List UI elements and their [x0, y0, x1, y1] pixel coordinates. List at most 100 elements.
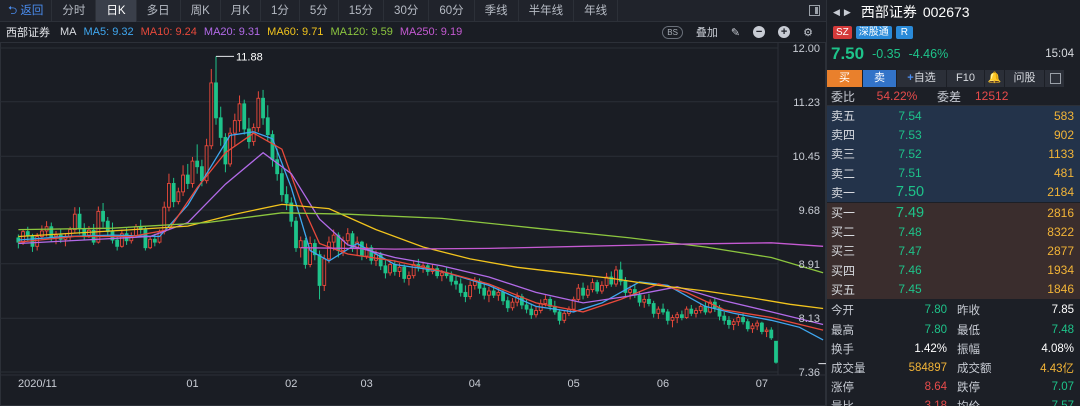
- candle-body: [54, 234, 58, 237]
- r-tag: R: [895, 25, 914, 39]
- ask-row[interactable]: 卖三 7.52 1133: [827, 144, 1080, 164]
- tab-year[interactable]: 年线: [574, 0, 619, 22]
- candle-body: [171, 183, 176, 203]
- candle-body: [769, 329, 774, 339]
- candle-body: [590, 282, 595, 291]
- tab-30min[interactable]: 30分: [384, 0, 430, 22]
- ask-level: 卖五: [831, 109, 856, 124]
- ask-volume: 2184: [1047, 185, 1074, 200]
- tab-half-year[interactable]: 半年线: [519, 0, 575, 22]
- candle-body: [759, 322, 764, 332]
- kline-chart[interactable]: 12.00 11.23 10.45 9.68 8.91 8.13 7.36 2020/11 0…: [0, 42, 826, 406]
- next-stock-icon[interactable]: ▶: [843, 6, 851, 17]
- tab-monthly-k[interactable]: 月K: [221, 0, 261, 22]
- candle-body: [684, 308, 689, 318]
- candle-body: [647, 298, 651, 305]
- candle-body: [614, 269, 618, 285]
- candle-body: [218, 117, 223, 138]
- ask-level: 卖三: [831, 147, 856, 162]
- tab-15min[interactable]: 15分: [339, 0, 385, 22]
- ask-price: 7.54: [898, 108, 922, 123]
- back-button[interactable]: ⮌ 返回: [0, 0, 53, 22]
- candle-body: [661, 308, 665, 313]
- gear-icon[interactable]: ⚙: [803, 26, 813, 39]
- stats-row: 成交量 584897 成交额 4.43亿: [827, 358, 1080, 377]
- bs-toggle-button[interactable]: BS: [662, 25, 683, 39]
- wei-cha-label: 委差: [937, 89, 962, 104]
- candle-body: [665, 311, 670, 321]
- bid-row[interactable]: 买一 7.49 2816: [827, 202, 1080, 223]
- candle-body: [698, 305, 703, 312]
- bid-row[interactable]: 买二 7.48 8322: [827, 222, 1080, 242]
- buy-button[interactable]: 买: [827, 70, 863, 87]
- bid-level: 买一: [831, 206, 856, 221]
- candle-body: [383, 265, 388, 274]
- candle-body: [689, 308, 694, 314]
- bid-volume: 2816: [1047, 205, 1074, 220]
- tab-quarter[interactable]: 季线: [475, 0, 519, 22]
- stat-value: 7.80: [924, 304, 947, 317]
- stats-row: 最高 7.80 最低 7.48: [827, 320, 1080, 339]
- candle-body: [232, 120, 237, 134]
- candle-body: [496, 291, 501, 296]
- x-tick-label: 01: [186, 378, 198, 390]
- tab-1min[interactable]: 1分: [261, 0, 300, 22]
- candle-body: [487, 290, 491, 296]
- candle-body: [25, 231, 30, 237]
- collapse-panel-icon[interactable]: [809, 5, 820, 16]
- tab-weekly-k[interactable]: 周K: [181, 0, 221, 22]
- bid-row[interactable]: 买三 7.47 2877: [827, 241, 1080, 261]
- stats-row: 今开 7.80 昨收 7.85: [827, 301, 1080, 320]
- overlay-button[interactable]: 叠加: [695, 27, 718, 39]
- pencil-icon[interactable]: ✎: [730, 26, 741, 39]
- tab-5min[interactable]: 5分: [300, 0, 339, 22]
- candle-body: [727, 319, 731, 325]
- candle-body: [656, 308, 661, 314]
- candle-body: [576, 287, 581, 300]
- candle-body: [190, 160, 195, 184]
- x-axis: 2020/11 01 02 03 04 05 06 07: [18, 378, 768, 390]
- ask-row[interactable]: 卖四 7.53 902: [827, 125, 1080, 145]
- ma60-value: MA60: 9.71: [267, 26, 324, 38]
- candle-body: [722, 315, 727, 321]
- bid-price: 7.45: [898, 282, 922, 297]
- zoom-in-icon[interactable]: +: [778, 26, 791, 38]
- stat-value: 7.57: [997, 400, 1074, 406]
- candle-body: [675, 314, 680, 318]
- candle-body: [599, 284, 604, 292]
- stat-label: 成交量: [831, 363, 866, 376]
- expand-icon[interactable]: [1045, 70, 1065, 87]
- candle-body: [214, 82, 218, 119]
- add-watchlist-button[interactable]: +自选: [897, 70, 947, 87]
- candle-body: [369, 247, 374, 261]
- ma5-value: MA5: 9.32: [83, 26, 134, 38]
- ask-stock-button[interactable]: 问股: [1005, 70, 1045, 87]
- candle-body: [322, 258, 327, 286]
- x-tick-label: 07: [756, 378, 768, 390]
- bid-row[interactable]: 买四 7.46 1934: [827, 260, 1080, 280]
- candle-body: [134, 226, 138, 237]
- ask-volume: 583: [1053, 108, 1074, 123]
- candle-body: [275, 159, 280, 175]
- ask-row[interactable]: 卖五 7.54 583: [827, 106, 1080, 126]
- ask-row[interactable]: 卖二 7.51 481: [827, 163, 1080, 183]
- candle-body: [261, 97, 265, 119]
- tab-multi-day[interactable]: 多日: [137, 0, 181, 22]
- ask-row[interactable]: 卖一 7.50 2184: [827, 182, 1080, 202]
- ask-price: 7.50: [895, 184, 925, 201]
- sell-button[interactable]: 卖: [863, 70, 897, 87]
- candle-body: [110, 231, 115, 241]
- tab-daily-k[interactable]: 日K: [96, 0, 137, 22]
- prev-stock-icon[interactable]: ◀: [833, 6, 840, 17]
- f10-button[interactable]: F10: [947, 70, 985, 87]
- tab-fenshi[interactable]: 分时: [52, 0, 97, 22]
- candles: [16, 56, 778, 364]
- y-tick-label: 10.45: [792, 151, 820, 163]
- candle-body: [284, 194, 289, 204]
- candle-body: [185, 174, 190, 184]
- alert-bell-icon[interactable]: 🔔: [985, 70, 1005, 87]
- tab-60min[interactable]: 60分: [429, 0, 475, 22]
- bid-volume: 8322: [1047, 224, 1074, 239]
- bid-row[interactable]: 买五 7.45 1846: [827, 279, 1080, 299]
- zoom-out-icon[interactable]: −: [753, 26, 766, 38]
